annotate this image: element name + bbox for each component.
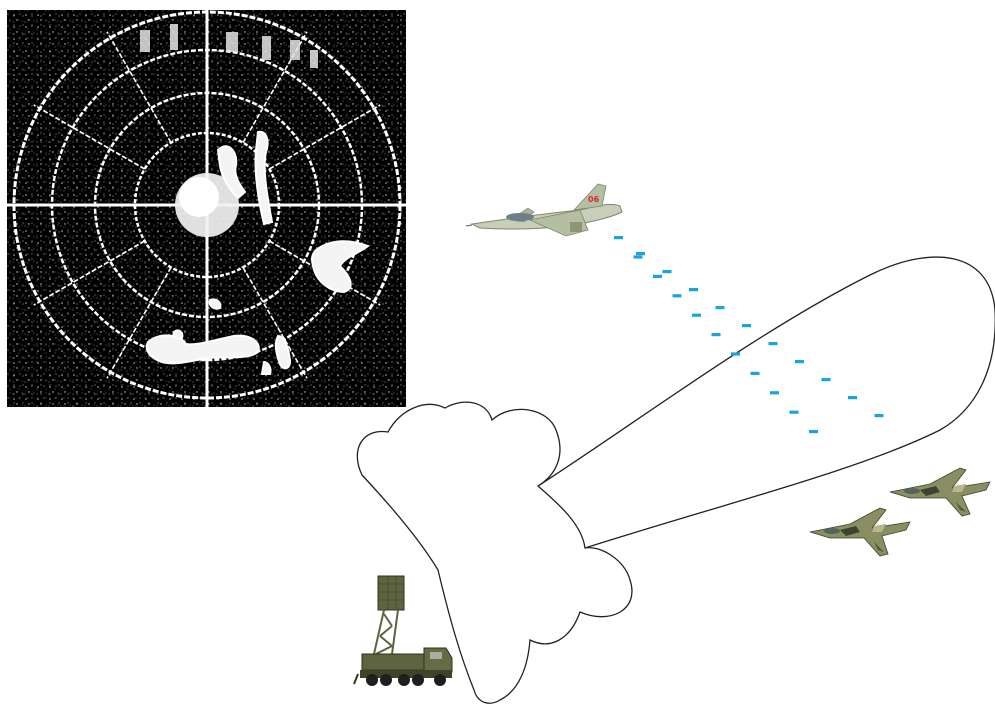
mobile-radar-truck-icon <box>354 576 452 686</box>
jamming-dash <box>673 294 682 297</box>
jet-nose-probe <box>466 225 472 226</box>
jet-cockpit <box>824 528 840 534</box>
jet-intake <box>570 222 582 232</box>
jamming-dash <box>716 306 725 309</box>
jet-cockpit <box>904 488 920 494</box>
jamming-dash <box>634 255 643 258</box>
jamming-dash <box>663 270 672 273</box>
radar-beam-pattern <box>357 257 995 703</box>
truck-cab <box>424 648 452 672</box>
jamming-dash <box>614 236 623 239</box>
truck-window <box>430 652 442 659</box>
jamming-dash <box>731 352 740 355</box>
camouflaged-fighter-jet-icon <box>890 468 990 516</box>
jamming-dash <box>809 430 818 433</box>
jamming-dash <box>653 275 662 278</box>
jamming-dash <box>875 414 884 417</box>
truck-outrigger <box>354 674 358 684</box>
jamming-dash <box>751 372 760 375</box>
jamming-dash <box>795 360 804 363</box>
jamming-dash <box>692 314 701 317</box>
radar-ppi-scope-icon <box>7 5 407 407</box>
radar-antenna-panel <box>378 576 404 610</box>
gripen-fighter-jet-icon: 06 <box>466 184 622 236</box>
jamming-dash <box>742 324 751 327</box>
jamming-dash <box>848 396 857 399</box>
jamming-dash <box>712 333 721 336</box>
jet-cockpit <box>506 213 534 221</box>
radar-beam-main-lobe <box>538 257 995 548</box>
camouflaged-fighter-jet-icon <box>810 508 910 556</box>
jet-tail-number: 06 <box>588 195 600 204</box>
jamming-dash <box>636 252 645 255</box>
truck-bed <box>362 654 424 670</box>
jamming-dash <box>769 342 778 345</box>
jamming-dash <box>689 288 698 291</box>
ground-clutter <box>179 177 219 217</box>
jamming-dash <box>770 391 779 394</box>
jamming-dash <box>822 378 831 381</box>
radar-mast <box>374 610 398 654</box>
jamming-dash <box>790 411 799 414</box>
